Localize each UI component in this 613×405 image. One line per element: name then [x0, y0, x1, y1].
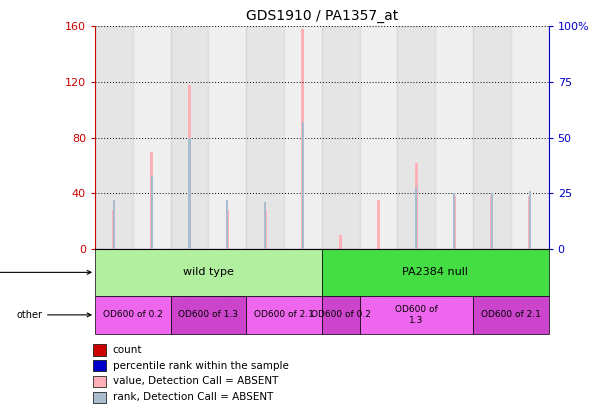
Bar	[415, 187, 417, 249]
Bar	[415, 163, 418, 249]
Text: other: other	[16, 310, 91, 320]
Text: OD600 of 0.2: OD600 of 0.2	[311, 310, 371, 320]
Bar	[284, 26, 322, 249]
Text: wild type: wild type	[183, 267, 234, 277]
Text: count: count	[113, 345, 142, 355]
Bar	[473, 26, 511, 249]
Bar	[452, 196, 455, 249]
Bar	[360, 296, 473, 334]
Bar	[377, 200, 380, 249]
Bar	[93, 344, 105, 356]
Bar	[322, 249, 549, 296]
Bar	[226, 210, 229, 249]
Text: OD600 of 2.1: OD600 of 2.1	[254, 310, 314, 320]
Bar	[473, 296, 549, 334]
Text: OD600 of 0.2: OD600 of 0.2	[103, 310, 163, 320]
Bar	[150, 151, 153, 249]
Bar	[360, 26, 397, 249]
Bar	[264, 202, 266, 249]
Bar	[491, 194, 493, 249]
Text: value, Detection Call = ABSENT: value, Detection Call = ABSENT	[113, 377, 278, 386]
Bar	[93, 360, 105, 371]
Bar	[95, 26, 133, 249]
Bar	[208, 26, 246, 249]
Text: OD600 of 2.1: OD600 of 2.1	[481, 310, 541, 320]
Title: GDS1910 / PA1357_at: GDS1910 / PA1357_at	[246, 9, 398, 23]
Bar	[188, 138, 191, 249]
Bar	[170, 26, 208, 249]
Bar	[246, 26, 284, 249]
Bar	[93, 392, 105, 403]
Bar	[302, 122, 304, 249]
Bar	[528, 191, 531, 249]
Bar	[435, 26, 473, 249]
Bar	[453, 194, 455, 249]
Bar	[170, 296, 246, 334]
Bar	[511, 26, 549, 249]
Bar	[322, 296, 360, 334]
Bar	[188, 85, 191, 249]
Text: rank, Detection Call = ABSENT: rank, Detection Call = ABSENT	[113, 392, 273, 402]
Bar	[490, 196, 493, 249]
Bar	[264, 210, 267, 249]
Bar	[246, 296, 322, 334]
Bar	[528, 196, 531, 249]
Text: OD600 of 1.3: OD600 of 1.3	[178, 310, 238, 320]
Text: genotype/variation: genotype/variation	[0, 267, 91, 277]
Bar	[133, 26, 170, 249]
Bar	[302, 29, 305, 249]
Bar	[113, 200, 115, 249]
Bar	[397, 26, 435, 249]
Text: PA2384 null: PA2384 null	[402, 267, 468, 277]
Text: percentile rank within the sample: percentile rank within the sample	[113, 361, 289, 371]
Bar	[151, 176, 153, 249]
Bar	[322, 26, 360, 249]
Bar	[93, 376, 105, 387]
Text: OD600 of
1.3: OD600 of 1.3	[395, 305, 438, 324]
Bar	[226, 200, 229, 249]
Bar	[339, 235, 342, 249]
Bar	[95, 249, 322, 296]
Bar	[95, 296, 170, 334]
Bar	[112, 210, 115, 249]
